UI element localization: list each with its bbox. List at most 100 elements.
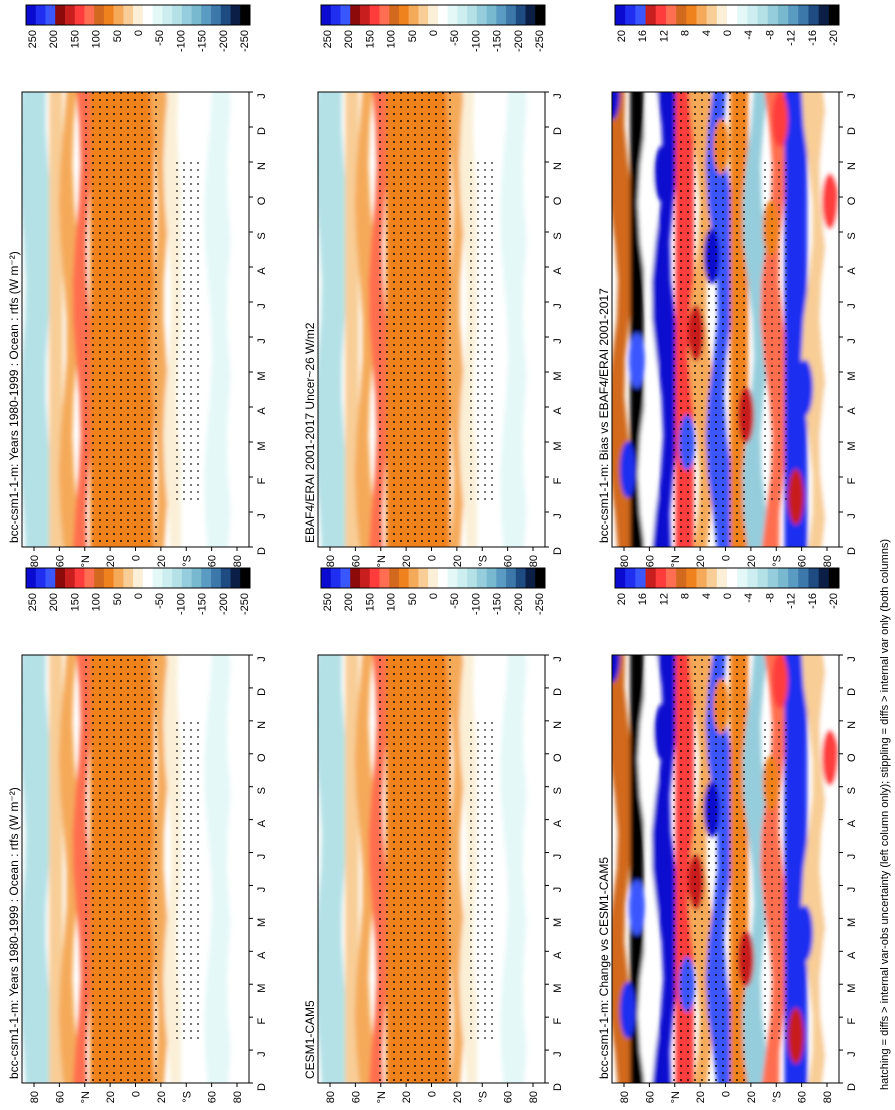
month-tick-label: J bbox=[552, 1051, 564, 1057]
latitude-tick-label: °N bbox=[376, 555, 388, 567]
colorbar-swatch bbox=[418, 5, 429, 25]
month-tick-label: N bbox=[552, 721, 564, 729]
colorbar-swatch bbox=[152, 5, 163, 25]
colorbar-tick-label: -150 bbox=[492, 30, 504, 52]
colorbar-swatch bbox=[35, 5, 46, 25]
colorbar-swatch bbox=[230, 5, 241, 25]
latitude-tick-label: 0 bbox=[427, 555, 439, 561]
colorbar-swatch bbox=[777, 5, 789, 25]
colorbar-swatch bbox=[240, 568, 251, 588]
colorbar-swatch bbox=[26, 568, 37, 588]
month-tick-label: D bbox=[846, 1083, 858, 1091]
month-tick-label: M bbox=[256, 984, 268, 993]
latitude-tick-label: 60 bbox=[207, 1091, 219, 1103]
colorbar-swatch bbox=[676, 568, 687, 588]
colorbar-swatch bbox=[716, 568, 728, 588]
month-tick-label: J bbox=[552, 854, 564, 860]
colorbar-swatch bbox=[645, 568, 657, 588]
colorbar-swatch bbox=[665, 5, 677, 25]
latitude-tick-label: 20 bbox=[452, 1091, 464, 1103]
panel-change: bcc-csm1-1-m: Change vs CESM1-CAM5 D J F M A M… bbox=[597, 654, 858, 1103]
colorbar-swatch bbox=[330, 568, 341, 588]
colorbar-swatch bbox=[45, 5, 56, 25]
colorbar-tick-label: 150 bbox=[69, 30, 81, 48]
month-tick-label: F bbox=[846, 477, 858, 484]
colorbar-swatch bbox=[525, 568, 536, 588]
colorbar-tick-label: 100 bbox=[386, 30, 398, 48]
colorbar-tick-label: 200 bbox=[48, 30, 60, 48]
month-tick-label: M bbox=[846, 441, 858, 450]
latitude-tick-label: 60 bbox=[350, 1091, 362, 1103]
month-tick-label: J bbox=[846, 1051, 858, 1057]
month-tick-label: A bbox=[256, 267, 268, 275]
panel-bias: bcc-csm1-1-m: Bias vs EBAF4/ERAI 2001-20… bbox=[597, 91, 858, 567]
month-tick-label: D bbox=[256, 1083, 268, 1091]
colorbar-tick-label: 50 bbox=[112, 30, 124, 42]
latitude-tick-label: °N bbox=[80, 555, 92, 567]
colorbar-tick-label: -200 bbox=[513, 30, 525, 52]
colorbar-swatch bbox=[457, 5, 468, 25]
field-band bbox=[784, 92, 808, 547]
field-band bbox=[226, 655, 244, 1083]
month-tick-label: O bbox=[256, 196, 268, 205]
colorbar-swatch bbox=[808, 5, 819, 25]
colorbar-swatch bbox=[655, 5, 667, 25]
latitude-tick-label: 20 bbox=[695, 555, 707, 567]
field-band bbox=[819, 655, 839, 1083]
colorbar-swatch bbox=[428, 568, 439, 588]
colorbar-tick-label: -20 bbox=[828, 593, 840, 609]
colorbar-swatch bbox=[55, 568, 66, 588]
colorbar-swatch bbox=[181, 568, 192, 588]
month-tick-label: M bbox=[552, 441, 564, 450]
latitude-tick-label: 20 bbox=[746, 1091, 758, 1103]
panel-reference-model: CESM1-CAM5 D J F M A M J J A S O N D J 80 60 °N 20 0 20 °S 60 8… bbox=[303, 654, 564, 1103]
latitude-tick-label: 80 bbox=[232, 1091, 244, 1103]
month-tick-label: S bbox=[846, 787, 858, 794]
colorbar-tick-label: 50 bbox=[407, 593, 419, 605]
month-tick-label: J bbox=[256, 887, 268, 893]
colorbar-tick-label: -100 bbox=[470, 30, 482, 52]
month-tick-label: J bbox=[256, 303, 268, 309]
colorbar-tick-label: 16 bbox=[637, 593, 649, 605]
colorbar-swatch bbox=[133, 568, 144, 588]
colorbar-swatch bbox=[103, 568, 114, 588]
colorbar-flux-right-mid: 250 200 150 100 50 0 -50 -100 -150 -200 -250 bbox=[320, 567, 546, 615]
colorbar-swatch bbox=[428, 5, 439, 25]
month-tick-label: D bbox=[256, 688, 268, 696]
month-tick-label: F bbox=[256, 477, 268, 484]
colorbar-swatch bbox=[655, 568, 667, 588]
month-tick-label: N bbox=[256, 721, 268, 729]
month-tick-label: D bbox=[846, 688, 858, 696]
colorbar-tick-label: -12 bbox=[786, 30, 798, 46]
colorbar-tick-label: -200 bbox=[218, 30, 230, 52]
colorbar-swatch bbox=[645, 5, 657, 25]
month-tick-label: F bbox=[846, 1018, 858, 1025]
colorbar-tick-label: 100 bbox=[91, 30, 103, 48]
colorbar-swatch bbox=[437, 568, 448, 588]
colorbar-swatch bbox=[686, 568, 697, 588]
colorbar-tick-label: 20 bbox=[616, 30, 628, 42]
latitude-tick-label: °S bbox=[181, 1091, 193, 1103]
colorbar-tick-label: 0 bbox=[722, 30, 734, 36]
latitude-tick-label: 80 bbox=[528, 555, 540, 567]
colorbar-tick-label: -16 bbox=[807, 593, 819, 609]
colorbar-swatch bbox=[457, 568, 468, 588]
month-tick-label: J bbox=[256, 513, 268, 519]
colorbar-tick-label: 0 bbox=[133, 593, 145, 599]
colorbar-swatch bbox=[220, 568, 231, 588]
month-tick-label: S bbox=[552, 787, 564, 794]
colorbar-tick-label: 0 bbox=[428, 30, 440, 36]
panel-model-left: bcc-csm1-1-m: Years 1980-1999 : Ocean : … bbox=[7, 91, 268, 567]
colorbar-tick-label: 12 bbox=[658, 30, 670, 42]
panel-title: bcc-csm1-1-m: Change vs CESM1-CAM5 bbox=[597, 857, 611, 1079]
field-band bbox=[637, 92, 664, 547]
colorbar-swatch bbox=[767, 5, 779, 25]
month-tick-label: A bbox=[846, 819, 858, 827]
colorbar-swatch bbox=[64, 5, 75, 25]
month-tick-label: F bbox=[552, 477, 564, 484]
colorbar-swatch bbox=[808, 568, 819, 588]
month-tick-label: J bbox=[846, 303, 858, 309]
colorbar-swatch bbox=[467, 5, 478, 25]
colorbar-swatch bbox=[84, 568, 95, 588]
month-tick-label: J bbox=[846, 887, 858, 893]
